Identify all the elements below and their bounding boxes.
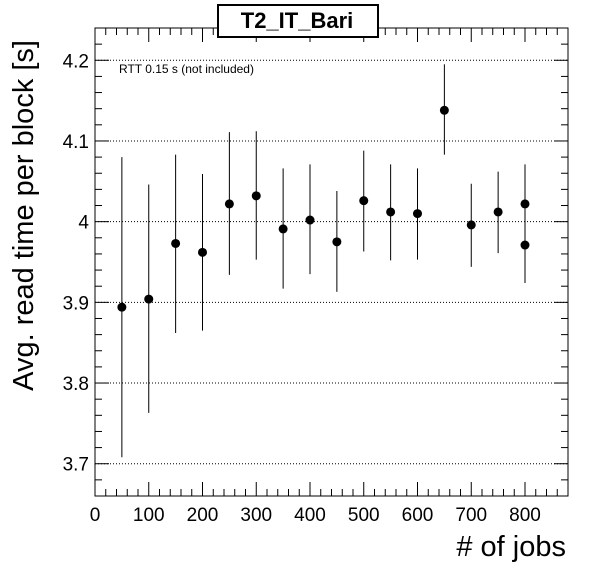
data-point [413, 168, 422, 260]
x-tick-label: 600 [402, 505, 434, 526]
data-marker [520, 240, 530, 250]
rtt-annotation: RTT 0.15 s (not included) [119, 62, 254, 76]
data-marker [466, 220, 476, 230]
data-point [278, 168, 288, 289]
data-point [520, 204, 530, 283]
data-marker [224, 199, 234, 209]
x-tick-label: 800 [509, 505, 541, 526]
data-marker [278, 224, 288, 234]
y-tick-label: 4 [78, 213, 89, 234]
x-tick-label: 500 [348, 505, 380, 526]
data-marker [359, 196, 369, 206]
data-marker [198, 247, 207, 257]
x-tick-label: 700 [455, 505, 487, 526]
plot-frame [94, 27, 569, 497]
title-frame [217, 4, 379, 38]
data-marker [520, 199, 530, 209]
y-tick-label: 4.1 [63, 132, 89, 153]
data-point [305, 164, 315, 275]
data-marker [251, 191, 261, 201]
chart-title: T2_IT_Bari [241, 8, 354, 33]
x-axis-title: # of jobs [456, 531, 566, 563]
data-point [198, 174, 207, 331]
x-tick-label: 0 [90, 505, 101, 526]
x-tick-label: 300 [240, 505, 272, 526]
data-point [386, 164, 396, 261]
data-point [332, 190, 342, 292]
x-axis: 0 100 200 300 400 500 600 700 800 [90, 28, 558, 526]
x-tick-label: 100 [133, 505, 165, 526]
data-marker [386, 207, 396, 217]
data-marker [413, 209, 422, 219]
data-marker [144, 294, 154, 304]
data-marker [171, 238, 181, 248]
grid-lines [95, 59, 568, 465]
y-tick-label: 3.8 [63, 374, 89, 395]
data-marker [439, 105, 449, 115]
y-tick-label: 3.9 [63, 293, 89, 314]
title-box: T2_IT_Bari [217, 4, 379, 38]
data-point [493, 171, 503, 254]
x-tick-label: 400 [294, 505, 326, 526]
data-point [117, 157, 127, 458]
y-axis-title: Avg. read time per block [s] [8, 40, 40, 391]
data-marker [117, 302, 127, 312]
data-marker [332, 237, 342, 247]
data-point [439, 64, 449, 155]
data-points [117, 64, 530, 458]
data-marker [305, 215, 315, 225]
y-axis: 3.7 3.8 3.9 4 4.1 4.2 [63, 27, 568, 497]
data-marker [493, 207, 503, 217]
data-point [224, 132, 234, 275]
x-tick-label: 200 [187, 505, 219, 526]
data-point [171, 154, 181, 334]
data-point [251, 131, 261, 260]
data-point [144, 184, 154, 413]
data-point [466, 183, 476, 267]
data-point [359, 150, 369, 252]
y-tick-label: 4.2 [63, 51, 89, 72]
y-tick-label: 3.7 [63, 455, 89, 476]
